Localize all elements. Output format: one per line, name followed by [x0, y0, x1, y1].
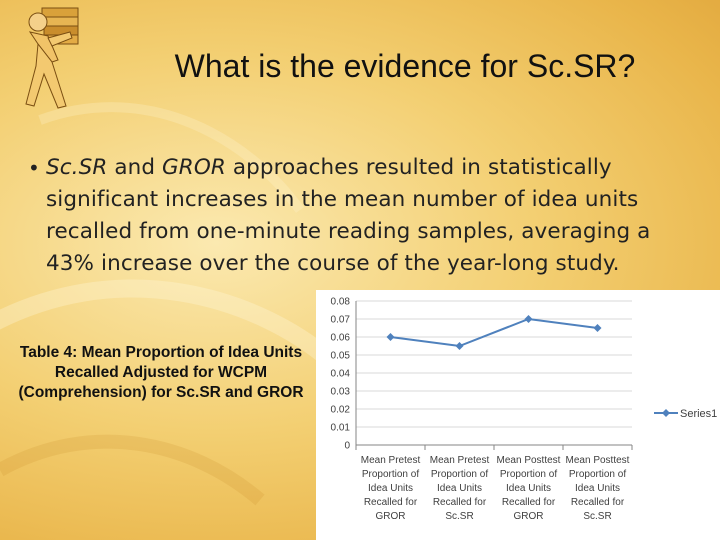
legend-marker [662, 409, 670, 417]
bullet-text-part2: approaches resulted in statistically sig… [46, 155, 651, 276]
x-tick-label: Mean Posttest Proportion of Idea Units Reca… [566, 455, 630, 522]
series-line [390, 317, 598, 348]
x-tick-label: Mean Pretest Proportion of Idea Units Recal… [361, 455, 421, 522]
y-tick-label: 0.08 [331, 297, 351, 308]
data-point-marker [593, 324, 602, 332]
bullet-text-part1: and [107, 155, 163, 180]
student-with-books-icon [25, 7, 79, 109]
data-point-marker [524, 315, 533, 323]
line-chart: 0 0.01 0.02 0.03 0.04 0.05 0.06 0.07 0.08 Mean Pr… [316, 290, 720, 540]
bullet-text-em-gror: GROR [162, 155, 226, 180]
y-tick-label: 0 [344, 441, 350, 452]
x-tick-label: Mean Pretest Proportion of Idea Units Recal… [430, 455, 490, 522]
bullet-point: • Sc.SR and GROR approaches resulted in … [28, 152, 688, 280]
slide-title: What is the evidence for Sc.SR? [174, 48, 636, 84]
y-tick-label: 0.01 [331, 423, 351, 434]
y-tick-label: 0.02 [331, 405, 351, 416]
bullet-text-em-scsr: Sc.SR [46, 155, 108, 180]
y-tick-label: 0.05 [331, 351, 351, 362]
x-tick-label: Mean Posttest Proportion of Idea Units Reca… [497, 455, 561, 522]
bullet-text: Sc.SR and GROR approaches resulted in st… [46, 152, 688, 280]
y-tick-label: 0.07 [331, 315, 351, 326]
bullet-dot-icon: • [28, 156, 40, 180]
data-point-marker [386, 333, 395, 341]
y-tick-label: 0.04 [331, 369, 351, 380]
legend-label: Series1 [680, 408, 717, 420]
y-tick-label: 0.06 [331, 333, 351, 344]
line-chart-svg: 0 0.01 0.02 0.03 0.04 0.05 0.06 0.07 0.08 Mean Pr… [331, 297, 718, 523]
table-caption: Table 4: Mean Proportion of Idea Units R… [18, 344, 304, 401]
data-point-marker [455, 342, 464, 350]
y-tick-label: 0.03 [331, 387, 351, 398]
